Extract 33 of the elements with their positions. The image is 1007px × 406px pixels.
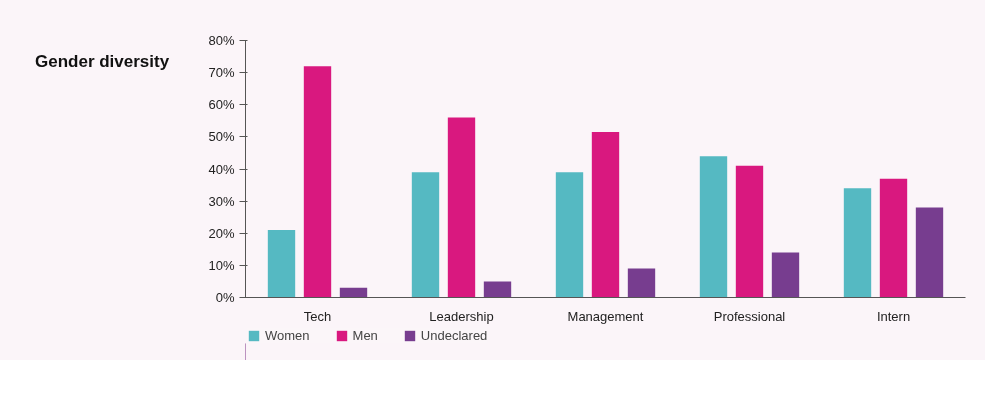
bar xyxy=(483,281,512,298)
bar xyxy=(267,230,296,298)
x-tick-label: Professional xyxy=(713,308,786,324)
legend-label: Undeclared xyxy=(420,328,488,343)
text: Gender diversity xyxy=(35,51,170,73)
bar xyxy=(303,66,332,298)
bar xyxy=(735,165,764,298)
bar xyxy=(591,132,620,298)
y-tick-label: 30% xyxy=(208,193,235,209)
bar xyxy=(915,207,944,298)
bar xyxy=(555,172,584,298)
y-tick-label: 50% xyxy=(208,129,235,145)
legend-label: Women xyxy=(265,328,310,343)
bar xyxy=(699,156,728,298)
bar xyxy=(843,188,872,298)
y-tick-label: 0% xyxy=(215,290,235,305)
x-tick-label: Management xyxy=(567,308,644,324)
y-tick-label: 80% xyxy=(208,33,235,48)
x-tick-label: Tech xyxy=(303,308,332,324)
bar xyxy=(627,268,656,298)
y-tick-label: 10% xyxy=(208,257,235,273)
y-tick-label: 70% xyxy=(208,65,235,81)
legend-label: Men xyxy=(352,328,378,343)
y-tick-label: 40% xyxy=(208,161,235,177)
y-tick-label: 20% xyxy=(208,225,235,241)
bar xyxy=(879,178,908,298)
x-tick-label: Intern xyxy=(876,308,911,324)
y-tick-label: 60% xyxy=(208,97,235,113)
bar xyxy=(411,172,440,298)
x-tick-label: Leadership xyxy=(429,308,494,324)
bar xyxy=(771,252,800,298)
bar xyxy=(339,287,368,298)
bar xyxy=(447,117,476,298)
